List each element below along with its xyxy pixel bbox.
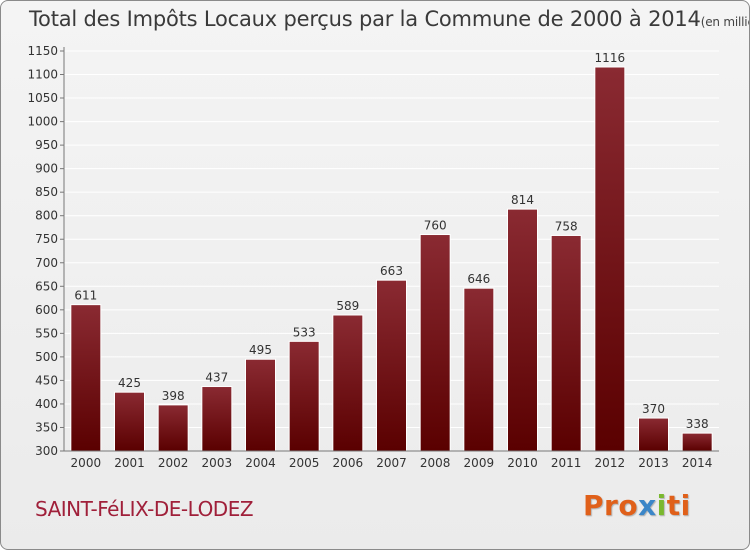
- bar-2003: [201, 386, 233, 452]
- chart-unit: (en milliers d'€): [700, 15, 749, 29]
- data-label-2006: 589: [336, 299, 359, 313]
- proxiti-logo: Proxiti: [583, 489, 691, 522]
- bar-2011: [550, 234, 582, 452]
- y-tick-label: 1050: [27, 91, 58, 105]
- x-tick-label: 2006: [333, 456, 364, 470]
- x-axis: 2000 2001 2002 2003 2004 2005 2006 2007 2008 2009…: [64, 450, 719, 470]
- y-tick-label: 850: [35, 185, 58, 199]
- y-tick-label: 1100: [27, 68, 58, 82]
- x-tick-label: 2012: [595, 456, 626, 470]
- data-label-2014: 338: [686, 417, 709, 431]
- data-label-2013: 370: [642, 402, 665, 416]
- logo-letter: o: [618, 489, 639, 522]
- x-tick-label: 2000: [71, 456, 102, 470]
- y-tick-label: 500: [35, 350, 58, 364]
- y-tick-label: 1150: [27, 44, 58, 58]
- x-tick-label: 2004: [245, 456, 276, 470]
- y-tick-label: 750: [35, 232, 58, 246]
- y-axis: 300 350 400 450 500 550 600 650 700 750 800 850 900 9…: [27, 44, 65, 458]
- y-tick-label: 600: [35, 303, 58, 317]
- x-tick-label: 2003: [202, 456, 233, 470]
- bar-2004: [245, 358, 276, 452]
- bars: 611 425 398 437 495 533 589 663 760 646 814 758 1116…: [70, 51, 713, 452]
- bar-2007: [376, 279, 407, 452]
- bar-2010: [507, 208, 538, 452]
- data-label-2005: 533: [293, 325, 316, 339]
- bar-2008: [419, 234, 451, 452]
- y-tick-label: 1000: [27, 115, 58, 129]
- y-tick-label: 800: [35, 209, 58, 223]
- chart-title: Total des Impôts Locaux perçus par la Co…: [29, 7, 749, 31]
- chart-title-text: Total des Impôts Locaux perçus par la Co…: [29, 7, 701, 31]
- y-tick-label: 900: [35, 162, 58, 176]
- bar-2001: [114, 391, 145, 452]
- bar-2013: [638, 417, 669, 452]
- logo-letter: i: [680, 489, 691, 522]
- data-label-2012: 1116: [595, 51, 626, 65]
- x-tick-label: 2002: [158, 456, 189, 470]
- data-label-2002: 398: [162, 389, 185, 403]
- x-tick-label: 2010: [507, 456, 538, 470]
- logo-letter: t: [666, 489, 681, 522]
- commune-name: SAINT-FéLIX-DE-LODEZ: [35, 497, 254, 521]
- y-tick-label: 650: [35, 279, 58, 293]
- data-label-2011: 758: [555, 219, 578, 233]
- x-tick-label: 2008: [420, 456, 451, 470]
- y-tick-label: 450: [35, 373, 58, 387]
- data-label-2007: 663: [380, 264, 403, 278]
- logo-letter: i: [656, 489, 667, 522]
- y-tick-label: 550: [35, 326, 58, 340]
- bar-2005: [288, 340, 320, 452]
- bar-2014: [681, 432, 713, 452]
- data-label-2000: 611: [74, 289, 97, 303]
- bar-2002: [157, 404, 189, 452]
- bar-2000: [70, 304, 102, 452]
- data-label-2003: 437: [205, 371, 228, 385]
- data-label-2009: 646: [467, 272, 490, 286]
- x-tick-label: 2013: [638, 456, 669, 470]
- x-tick-label: 2014: [682, 456, 713, 470]
- y-tick-label: 700: [35, 256, 58, 270]
- x-tick-label: 2011: [551, 456, 582, 470]
- bar-2006: [332, 314, 364, 452]
- bar-2012: [594, 66, 626, 452]
- logo-letter: r: [604, 489, 619, 522]
- data-label-2001: 425: [118, 376, 141, 390]
- x-tick-label: 2007: [376, 456, 407, 470]
- logo-letter: P: [583, 489, 605, 522]
- logo-letter: x: [638, 489, 657, 522]
- x-tick-label: 2001: [114, 456, 145, 470]
- y-tick-label: 400: [35, 397, 58, 411]
- x-tick-label: 2009: [464, 456, 495, 470]
- data-label-2010: 814: [511, 193, 534, 207]
- y-tick-label: 950: [35, 138, 58, 152]
- x-tick-label: 2005: [289, 456, 320, 470]
- bar-2009: [463, 287, 495, 452]
- data-label-2004: 495: [249, 343, 272, 357]
- y-tick-label: 300: [35, 444, 58, 458]
- data-label-2008: 760: [424, 219, 447, 233]
- y-tick-label: 350: [35, 420, 58, 434]
